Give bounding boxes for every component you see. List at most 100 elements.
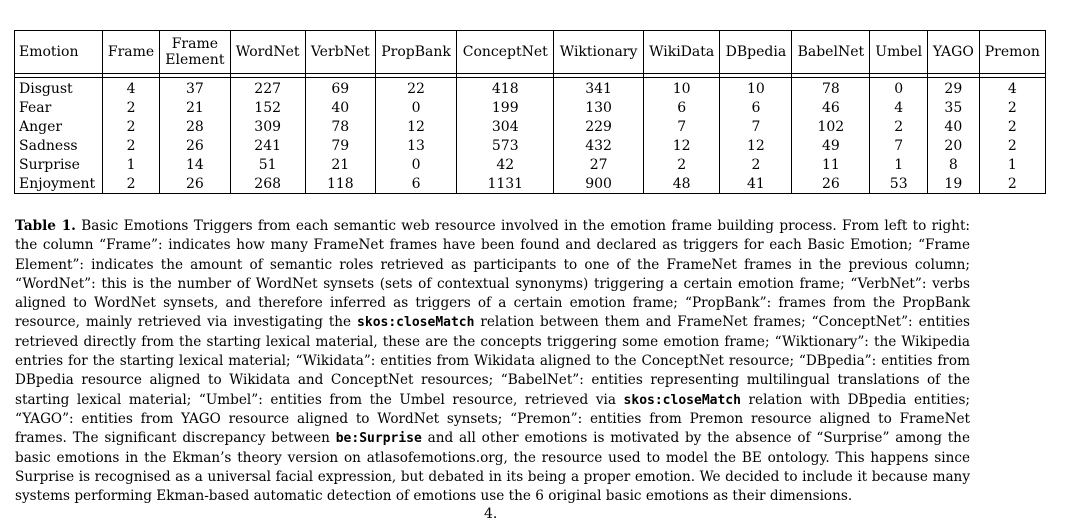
table-cell: 2 (869, 117, 929, 136)
table-cell: 26 (159, 174, 231, 194)
row-label-emotion: Anger (14, 117, 103, 136)
table-cell: 199 (456, 98, 555, 117)
table-cell: 1 (869, 155, 929, 174)
table-cell: 12 (374, 117, 458, 136)
table-cell: 241 (229, 136, 306, 155)
table-row: Sadness 2 26 241 79 13 573 432 12 12 49 7 20 2 (14, 136, 1047, 155)
header-double-rule (14, 73, 1047, 78)
table-cell: 21 (304, 155, 376, 174)
header-wikidata: WikiData (642, 30, 721, 74)
table-cell: 20 (927, 136, 980, 155)
table-cell: 2 (978, 136, 1047, 155)
table-cell: 51 (229, 155, 306, 174)
page-number: 4. (484, 506, 498, 522)
table-cell: 0 (374, 98, 458, 117)
table-cell: 2 (978, 117, 1047, 136)
table-cell: 1131 (456, 174, 555, 194)
header-verbnet: VerbNet (304, 30, 376, 74)
table-cell: 304 (456, 117, 555, 136)
table-cell: 78 (791, 77, 871, 98)
table-cell: 53 (869, 174, 929, 194)
table-row: Enjoyment 2 26 268 118 6 1131 900 48 41 26 53 19 2 (14, 174, 1047, 194)
table-cell: 28 (159, 117, 231, 136)
caption-code-be-surprise: be:Surprise (335, 431, 422, 447)
table-cell: 22 (374, 77, 458, 98)
table-cell: 26 (791, 174, 871, 194)
table-cell: 37 (159, 77, 231, 98)
table-cell: 10 (719, 77, 793, 98)
table-cell: 19 (927, 174, 980, 194)
caption-text-part4: and all other emotions is motivated by t… (15, 430, 970, 505)
table-row: Anger 2 28 309 78 12 304 229 7 7 102 2 40 2 (14, 117, 1047, 136)
table-cell: 309 (229, 117, 306, 136)
table-cell: 432 (553, 136, 644, 155)
header-wiktionary: Wiktionary (553, 30, 644, 74)
table-cell: 900 (553, 174, 644, 194)
header-emotion: Emotion (14, 30, 103, 74)
caption-text-part1: Basic Emotions Triggers from each semant… (15, 218, 970, 331)
table-cell: 227 (229, 77, 306, 98)
emotion-triggers-table-container: Emotion Frame Frame Element WordNet Verb… (14, 30, 1047, 194)
header-conceptnet: ConceptNet (456, 30, 555, 74)
table-cell: 102 (791, 117, 871, 136)
table-cell: 48 (642, 174, 721, 194)
table-cell: 41 (719, 174, 793, 194)
table-cell: 10 (642, 77, 721, 98)
table-cell: 14 (159, 155, 231, 174)
table-caption: Table 1. Basic Emotions Triggers from ea… (15, 217, 970, 506)
header-premon: Premon (978, 30, 1047, 74)
row-label-emotion: Sadness (14, 136, 103, 155)
table-body: Disgust 4 37 227 69 22 418 341 10 10 78 0 29 4 Fear 2 21… (14, 77, 1047, 194)
table-cell: 2 (978, 98, 1047, 117)
table-cell: 418 (456, 77, 555, 98)
table-cell: 4 (101, 77, 161, 98)
header-babelnet: BabelNet (791, 30, 871, 74)
table-cell: 268 (229, 174, 306, 194)
table-cell: 2 (978, 174, 1047, 194)
table-cell: 42 (456, 155, 555, 174)
table-cell: 2 (101, 98, 161, 117)
header-umbel: Umbel (869, 30, 929, 74)
table-cell: 69 (304, 77, 376, 98)
caption-code-skos-closematch-1: skos:closeMatch (357, 315, 475, 331)
table-cell: 2 (101, 136, 161, 155)
table-cell: 27 (553, 155, 644, 174)
table-cell: 40 (927, 117, 980, 136)
table-cell: 0 (869, 77, 929, 98)
table-cell: 152 (229, 98, 306, 117)
row-label-emotion: Enjoyment (14, 174, 103, 194)
table-cell: 0 (374, 155, 458, 174)
table-cell: 2 (719, 155, 793, 174)
table-cell: 7 (869, 136, 929, 155)
table-cell: 13 (374, 136, 458, 155)
table-cell: 12 (642, 136, 721, 155)
table-cell: 21 (159, 98, 231, 117)
table-cell: 12 (719, 136, 793, 155)
table-cell: 8 (927, 155, 980, 174)
header-yago: YAGO (927, 30, 980, 74)
table-cell: 35 (927, 98, 980, 117)
header-wordnet: WordNet (229, 30, 306, 74)
table-cell: 7 (719, 117, 793, 136)
table-cell: 40 (304, 98, 376, 117)
table-cell: 573 (456, 136, 555, 155)
row-label-emotion: Surprise (14, 155, 103, 174)
table-cell: 6 (374, 174, 458, 194)
table-cell: 229 (553, 117, 644, 136)
table-cell: 1 (101, 155, 161, 174)
table-cell: 6 (719, 98, 793, 117)
table-cell: 78 (304, 117, 376, 136)
header-propbank: PropBank (374, 30, 458, 74)
table-cell: 2 (101, 174, 161, 194)
table-cell: 2 (642, 155, 721, 174)
header-dbpedia: DBpedia (719, 30, 793, 74)
table-cell: 46 (791, 98, 871, 117)
table-cell: 130 (553, 98, 644, 117)
header-frame-element-line1: Frame (171, 36, 219, 52)
table-row: Surprise 1 14 51 21 0 42 27 2 2 11 1 8 1 (14, 155, 1047, 174)
row-label-emotion: Disgust (14, 77, 103, 98)
table-cell: 79 (304, 136, 376, 155)
caption-text-part3: relation with DBpedia entities; “YAGO”: … (15, 391, 971, 447)
table-cell: 26 (159, 136, 231, 155)
table-cell: 11 (791, 155, 871, 174)
